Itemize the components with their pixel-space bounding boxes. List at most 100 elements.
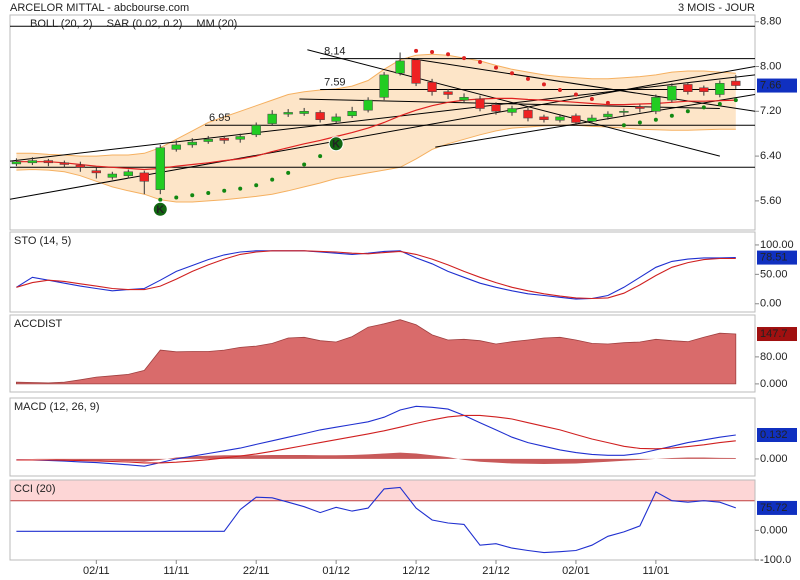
candle-body <box>187 141 197 146</box>
line <box>16 414 736 464</box>
histogram <box>16 452 736 464</box>
last-value-box <box>757 250 797 265</box>
sar-dot <box>605 100 610 105</box>
last-value: 0.132 <box>760 429 788 441</box>
candle-body <box>235 136 245 140</box>
candle-body <box>379 74 389 98</box>
panel-frame <box>9 397 756 477</box>
candle-body <box>555 116 565 121</box>
signal-label: K <box>332 139 340 151</box>
y-tick-label: 7.20 <box>760 105 781 117</box>
sar-dot <box>158 197 163 202</box>
legend-entry: SAR (0.02, 0.2) <box>107 18 183 30</box>
signal-label: K <box>156 204 164 216</box>
trendline <box>9 66 756 200</box>
candle-body <box>75 164 85 168</box>
candle-body <box>123 171 133 176</box>
candle-body <box>251 125 261 136</box>
candle-body <box>667 85 677 101</box>
candle-body <box>651 97 661 112</box>
last-value-box <box>757 500 797 515</box>
chart-title: ARCELOR MITTAL - abcbourse.com <box>10 2 189 14</box>
y-tick-label: 0.000 <box>760 378 788 390</box>
y-tick-label: 6.40 <box>760 150 781 162</box>
sar-dot <box>478 60 483 65</box>
y-tick-label: 0.000 <box>760 524 788 536</box>
sar-dot <box>254 183 259 188</box>
y-tick-label: 0.00 <box>760 298 781 310</box>
trendline <box>307 49 720 157</box>
sar-dot <box>557 88 562 93</box>
sar-dot <box>717 102 722 107</box>
sar-dot <box>621 123 626 128</box>
sar-dot <box>573 92 578 97</box>
candle-body <box>347 111 357 117</box>
last-value-box <box>757 327 797 342</box>
candle-body <box>43 160 54 164</box>
sar-dot <box>541 82 546 87</box>
candle-body <box>427 81 437 92</box>
signal-marker <box>328 136 344 152</box>
trendline <box>9 74 756 162</box>
chart-period: 3 MOIS - JOUR <box>678 2 755 14</box>
candle-body <box>171 144 181 150</box>
candle-body <box>683 84 693 92</box>
candle-body <box>219 137 229 141</box>
candle-body <box>635 106 645 109</box>
sar-dot <box>733 98 738 103</box>
sar-dot <box>701 105 706 110</box>
legend-entry: MM (20) <box>196 18 237 30</box>
sar-dot <box>302 162 307 167</box>
candle-body <box>475 98 485 109</box>
x-tick-label: 21/12 <box>482 565 510 577</box>
candle-body <box>283 112 293 115</box>
y-tick-label: 80.00 <box>760 351 788 363</box>
y-tick-label: -100.0 <box>760 554 791 566</box>
candle-body <box>715 83 725 95</box>
candle-body <box>459 97 469 101</box>
level-label: 8.14 <box>324 46 345 58</box>
sar-dot <box>318 154 323 159</box>
level-label: 7.59 <box>324 76 345 88</box>
x-tick-label: 22/11 <box>243 565 270 577</box>
sar-dot <box>190 193 195 198</box>
sar-dot <box>462 56 467 61</box>
candle-body <box>59 162 70 165</box>
last-value: 7.66 <box>760 79 781 91</box>
candle-body <box>91 170 101 174</box>
sar-dot <box>685 109 690 114</box>
candle-body <box>139 172 149 182</box>
y-tick-label: 8.00 <box>760 60 781 72</box>
line <box>16 250 736 300</box>
candle-body <box>523 109 533 119</box>
sar-dot <box>238 186 243 191</box>
sar-dot <box>174 195 179 200</box>
signal-marker <box>152 201 168 217</box>
x-tick-label: 02/11 <box>83 565 110 577</box>
sar-dot <box>589 96 594 101</box>
y-tick-label: 50.00 <box>760 268 788 280</box>
sar-dot <box>669 113 674 118</box>
panel-frame <box>9 231 756 313</box>
sar-dot <box>653 117 658 122</box>
sar-dot <box>525 76 530 81</box>
y-tick-label: 5.60 <box>760 195 781 207</box>
candle-body <box>107 173 117 178</box>
sar-dot <box>430 49 435 54</box>
y-tick-label: 100.00 <box>760 239 794 251</box>
x-tick-label: 11/01 <box>643 565 670 577</box>
last-value-box <box>757 428 797 443</box>
candle-body <box>491 104 501 112</box>
candle-body <box>699 87 709 92</box>
sar-dot <box>286 170 291 175</box>
candle-body <box>395 60 405 74</box>
candle-body <box>507 108 517 113</box>
sar-dot <box>446 52 451 57</box>
sar-dot <box>222 188 227 193</box>
y-tick-label: 0.000 <box>760 453 788 465</box>
sar-dot <box>494 65 499 70</box>
sar-dot <box>637 120 642 125</box>
panel-frame <box>9 14 756 231</box>
last-value: 78.51 <box>760 251 788 263</box>
